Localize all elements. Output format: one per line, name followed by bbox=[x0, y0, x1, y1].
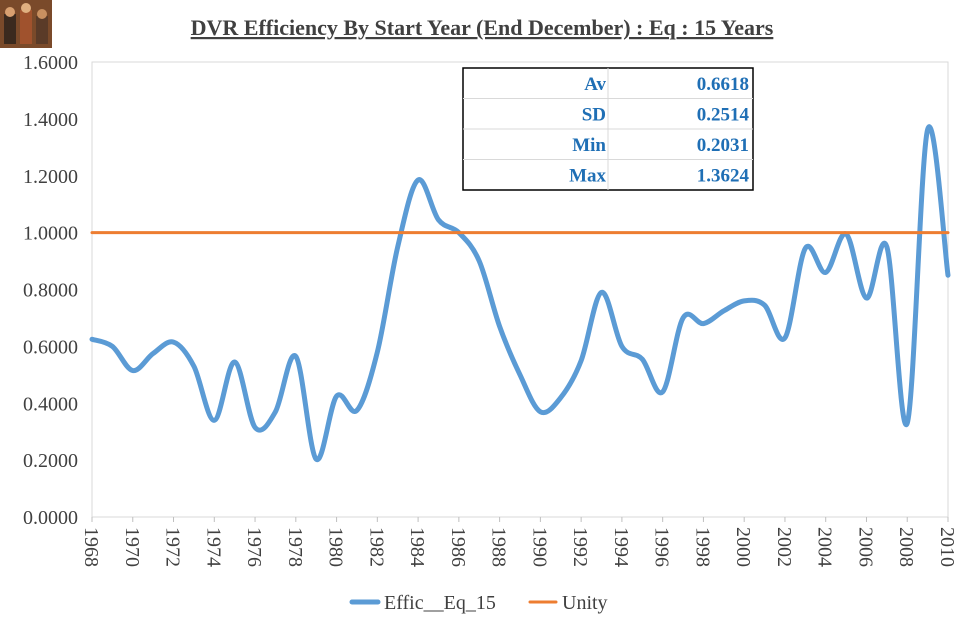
x-tick-label: 1988 bbox=[488, 527, 510, 567]
stat-value: 1.3624 bbox=[697, 166, 750, 187]
y-tick-label: 1.2000 bbox=[23, 166, 78, 188]
x-tick-label: 1970 bbox=[121, 527, 143, 567]
x-tick-label: 2000 bbox=[732, 527, 754, 567]
legend-label-unity: Unity bbox=[562, 592, 608, 614]
y-axis: 0.0000 0.2000 0.4000 0.6000 0.8000 1.0000 1.20… bbox=[23, 52, 78, 529]
x-tick-label: 1982 bbox=[365, 527, 387, 567]
x-tick-label: 1984 bbox=[406, 527, 428, 567]
x-tick-label: 2006 bbox=[854, 527, 876, 567]
x-tick-label: 1972 bbox=[162, 527, 184, 567]
stat-value: 0.6618 bbox=[697, 74, 749, 95]
y-tick-label: 0.0000 bbox=[23, 507, 78, 529]
logo-image bbox=[0, 0, 52, 48]
y-tick-label: 1.6000 bbox=[23, 52, 78, 74]
y-tick-label: 0.8000 bbox=[23, 280, 78, 302]
x-tick-label: 2004 bbox=[814, 527, 836, 567]
x-tick-label: 1998 bbox=[691, 527, 713, 567]
x-tick-label: 2010 bbox=[936, 527, 958, 567]
stat-label: Av bbox=[584, 74, 606, 95]
y-tick-label: 0.4000 bbox=[23, 393, 78, 415]
y-tick-label: 1.0000 bbox=[23, 223, 78, 245]
x-tick-label: 2002 bbox=[773, 527, 795, 567]
x-tick-label: 1990 bbox=[528, 527, 550, 567]
x-tick-label: 1978 bbox=[284, 527, 306, 567]
stat-value: 0.2031 bbox=[697, 135, 749, 156]
x-axis: 1968 1970 1972 1974 1976 1978 1980 1982 1984 1986… bbox=[80, 517, 958, 567]
stat-label: Max bbox=[569, 166, 606, 187]
series-layer bbox=[89, 124, 951, 462]
y-tick-label: 0.6000 bbox=[23, 336, 78, 358]
y-tick-label: 0.2000 bbox=[23, 450, 78, 472]
x-tick-label: 1996 bbox=[651, 527, 673, 567]
x-tick-label: 2008 bbox=[895, 527, 917, 567]
plot-border bbox=[91, 61, 949, 518]
legend: Effic__Eq_15 Unity bbox=[349, 592, 608, 614]
x-tick-label: 1976 bbox=[243, 527, 265, 567]
stats-table: Av 0.6618 SD 0.2514 Min 0.2031 Max 1.3624 bbox=[462, 67, 754, 191]
y-tick-label: 1.4000 bbox=[23, 109, 78, 131]
x-tick-label: 1980 bbox=[325, 527, 347, 567]
x-tick-label: 1986 bbox=[447, 527, 469, 567]
x-tick-label: 1974 bbox=[202, 527, 224, 567]
chart-title: DVR Efficiency By Start Year (End Decemb… bbox=[191, 15, 774, 40]
stat-label: SD bbox=[582, 105, 606, 126]
legend-label-effic-eq-15: Effic__Eq_15 bbox=[384, 592, 496, 614]
stat-label: Min bbox=[572, 135, 606, 156]
x-tick-label: 1992 bbox=[569, 527, 591, 567]
x-tick-label: 1968 bbox=[80, 527, 102, 567]
x-tick-label: 1994 bbox=[610, 527, 632, 567]
stat-value: 0.2514 bbox=[697, 105, 750, 126]
plot-area bbox=[91, 61, 949, 518]
